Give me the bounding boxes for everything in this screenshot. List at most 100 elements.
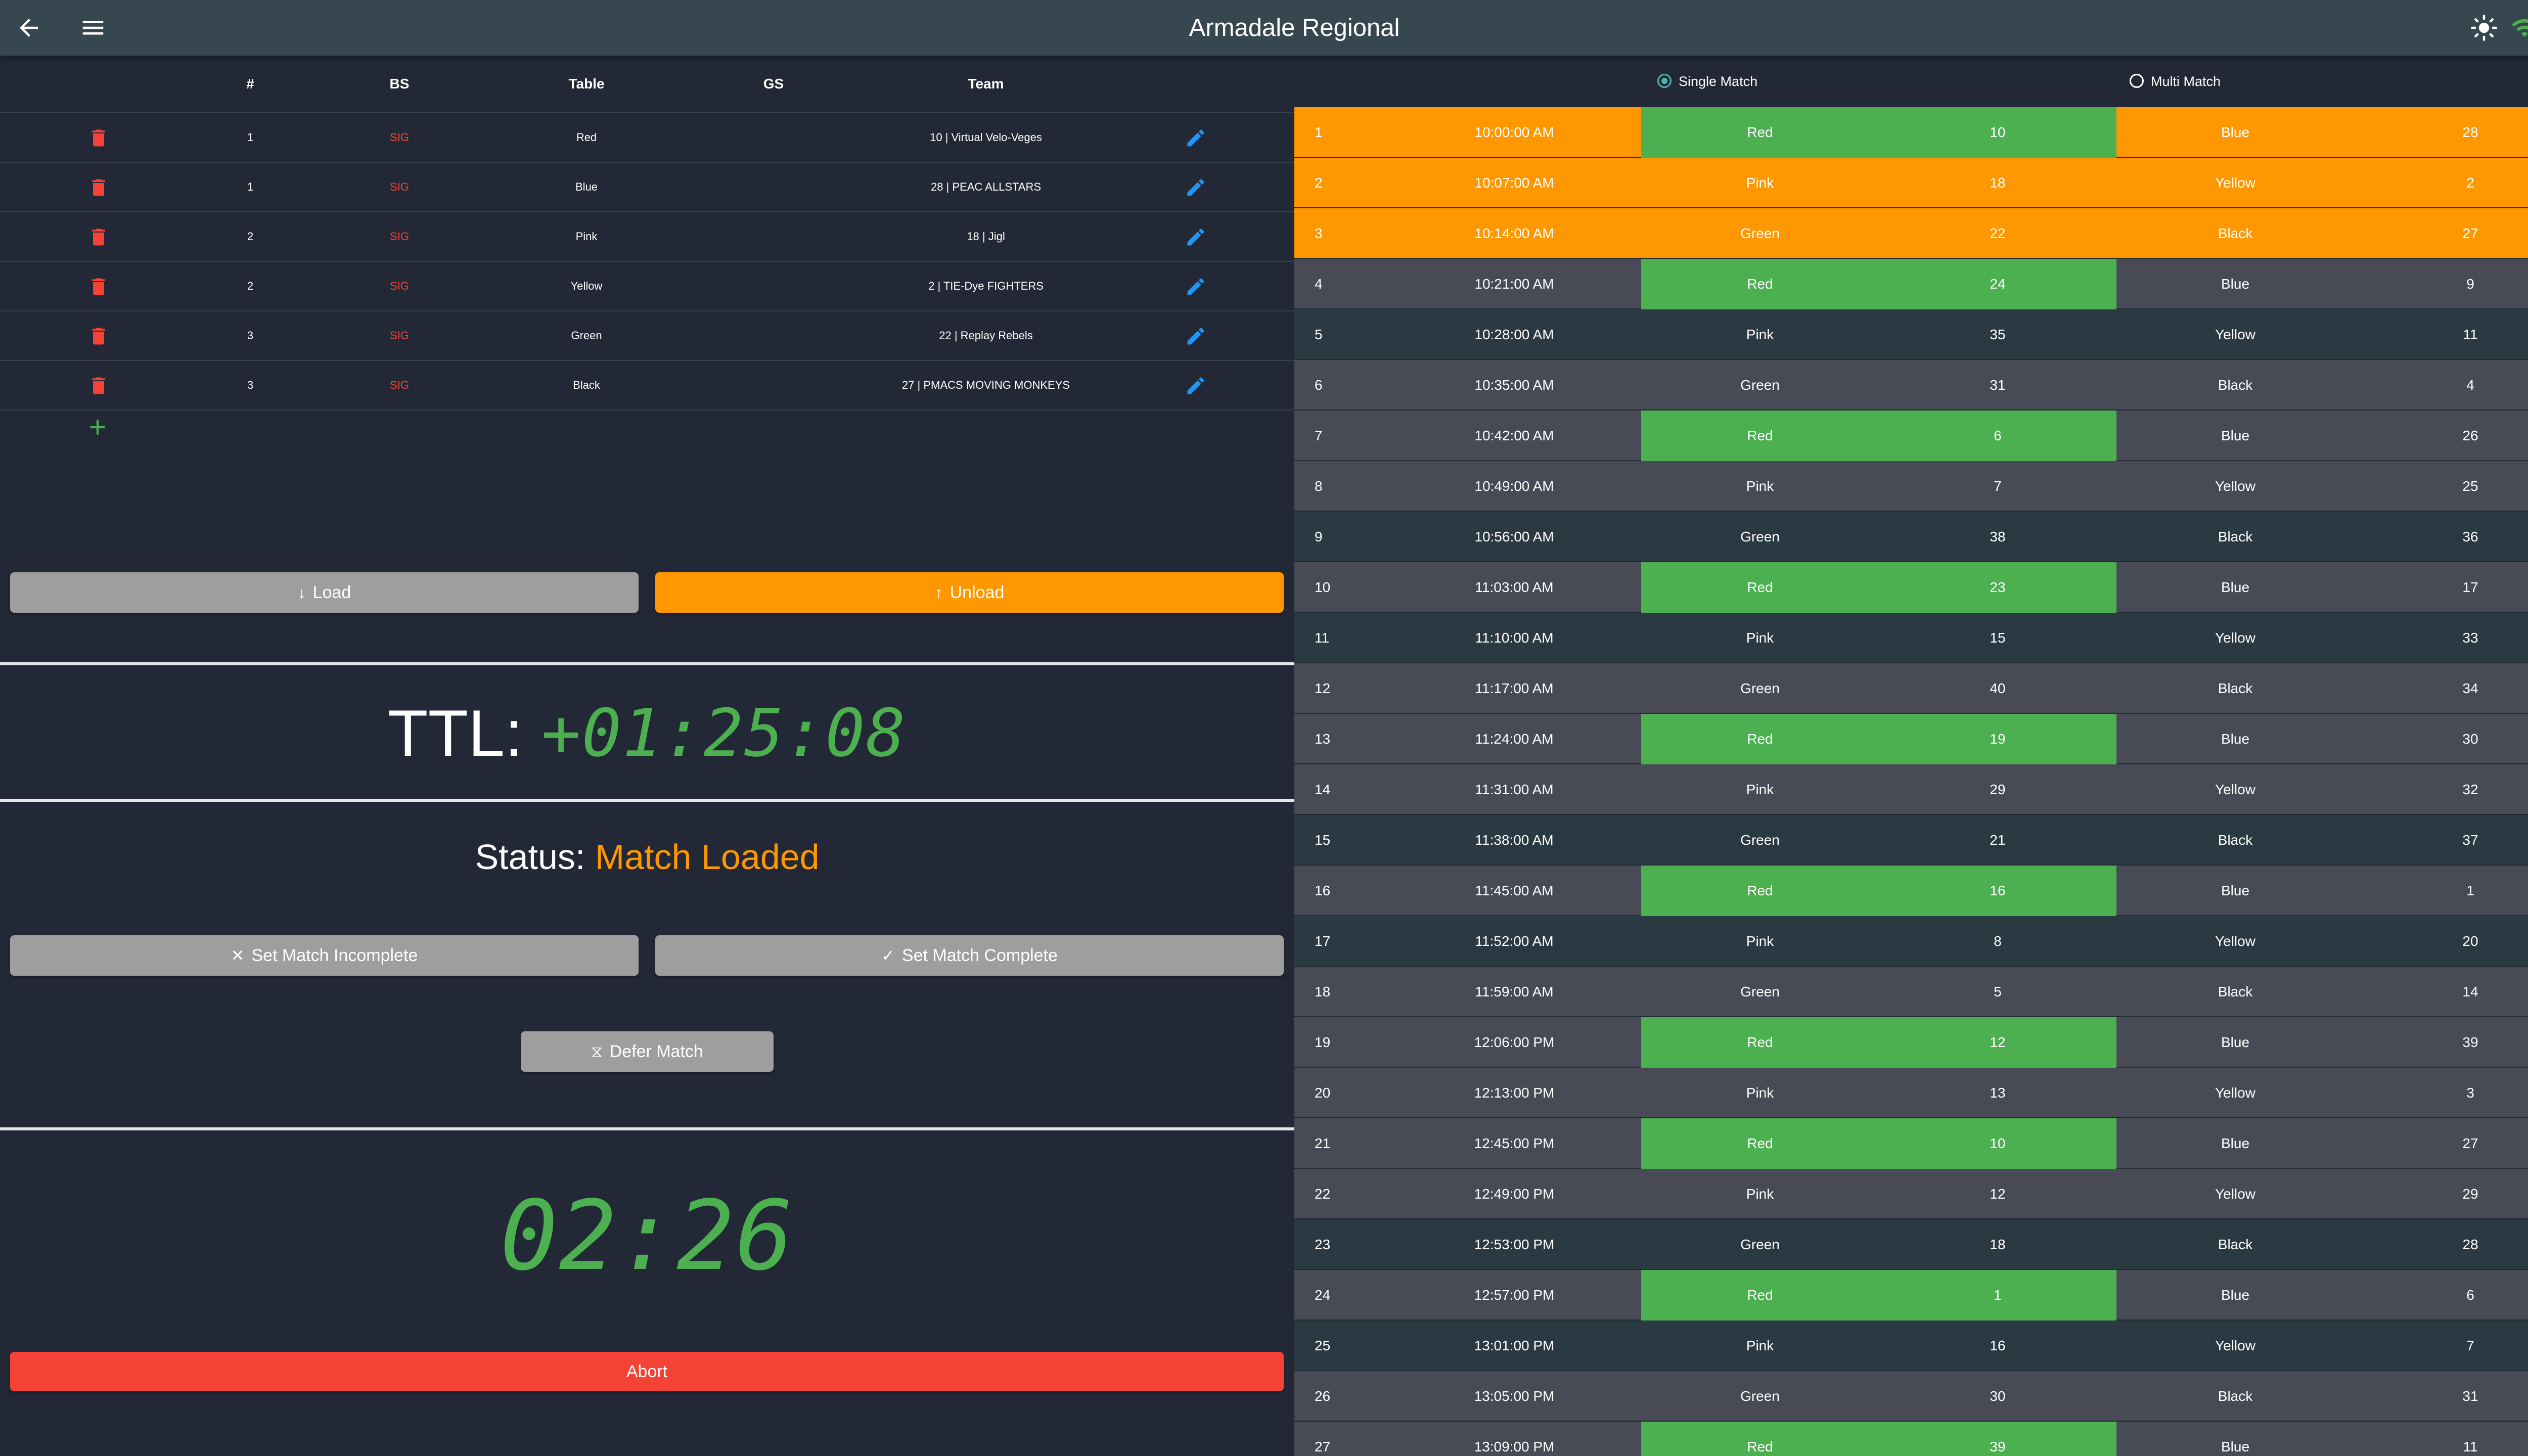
delete-icon[interactable] <box>87 375 110 397</box>
table-2-name: Blue <box>2221 883 2250 898</box>
app-title: Armadale Regional <box>1189 14 1400 41</box>
delete-icon[interactable] <box>87 127 110 149</box>
team-row-gs <box>728 163 819 211</box>
schedule-row[interactable]: 2 10:07:00 AM Pink 18 Yellow 2 <box>1294 158 2528 208</box>
match-mode-selector: Single Match Multi Match <box>1294 56 2528 107</box>
ttl-display: TTL: +01:25:08 <box>0 690 1294 776</box>
schedule-row[interactable]: 12 11:17:00 AM Green 40 Black 34 <box>1294 663 2528 714</box>
delete-icon[interactable] <box>87 276 110 298</box>
table-2-team: 37 <box>2462 832 2478 848</box>
team-row: 2 SIG Yellow 2 | TIE-Dye FIGHTERS <box>0 262 1294 311</box>
close-icon: ✕ <box>231 946 245 965</box>
match-number: 13 <box>1315 731 1331 747</box>
schedule-row[interactable]: 14 11:31:00 AM Pink 29 Yellow 32 <box>1294 764 2528 815</box>
schedule-row[interactable]: 27 13:09:00 PM Red 39 Blue 11 <box>1294 1422 2528 1456</box>
schedule-row[interactable]: 18 11:59:00 AM Green 5 Black 14 <box>1294 967 2528 1017</box>
arrow-back-icon[interactable] <box>15 14 42 41</box>
schedule-row[interactable]: 10 11:03:00 AM Red 23 Blue 17 <box>1294 562 2528 613</box>
edit-button[interactable] <box>1173 212 1218 261</box>
delete-button[interactable] <box>76 262 121 310</box>
schedule-row[interactable]: 13 11:24:00 AM Red 19 Blue 30 <box>1294 714 2528 764</box>
match-time: 12:49:00 PM <box>1474 1186 1555 1202</box>
delete-icon[interactable] <box>87 176 110 199</box>
edit-button[interactable] <box>1173 163 1218 211</box>
edit-icon[interactable] <box>1185 325 1207 347</box>
abort-button[interactable]: Abort <box>10 1352 1284 1391</box>
load-button[interactable]: ↓ Load <box>10 572 639 613</box>
schedule-row[interactable]: 4 10:21:00 AM Red 24 Blue 9 <box>1294 259 2528 309</box>
delete-button[interactable] <box>76 163 121 211</box>
schedule-row[interactable]: 20 12:13:00 PM Pink 13 Yellow 3 <box>1294 1068 2528 1118</box>
menu-icon[interactable] <box>79 14 107 41</box>
edit-icon[interactable] <box>1185 375 1207 397</box>
match-time: 11:59:00 AM <box>1475 984 1554 999</box>
team-row: 2 SIG Pink 18 | Jigl <box>0 212 1294 262</box>
match-number: 14 <box>1315 782 1331 797</box>
schedule-row[interactable]: 6 10:35:00 AM Green 31 Black 4 <box>1294 360 2528 411</box>
team-row-table: Black <box>573 379 600 391</box>
match-time: 12:06:00 PM <box>1474 1034 1555 1050</box>
defer-match-button[interactable]: ⧖ Defer Match <box>521 1031 774 1072</box>
edit-icon[interactable] <box>1185 176 1207 199</box>
table-1-team: 15 <box>1990 630 2006 646</box>
wifi-icon <box>2512 19 2528 37</box>
schedule-row[interactable]: 19 12:06:00 PM Red 12 Blue 39 <box>1294 1017 2528 1068</box>
schedule-row[interactable]: 25 13:01:00 PM Pink 16 Yellow 7 <box>1294 1321 2528 1371</box>
schedule-row[interactable]: 1 10:00:00 AM Red 10 Blue 28 <box>1294 107 2528 158</box>
schedule-row[interactable]: 26 13:05:00 PM Green 30 Black 31 <box>1294 1371 2528 1422</box>
schedule-row[interactable]: 3 10:14:00 AM Green 22 Black 27 <box>1294 208 2528 259</box>
edit-icon[interactable] <box>1185 127 1207 149</box>
team-row: 3 SIG Black 27 | PMACS MOVING MONKEYS <box>0 361 1294 411</box>
edit-icon[interactable] <box>1185 276 1207 298</box>
delete-button[interactable] <box>76 311 121 360</box>
table-2-team: 11 <box>2463 1439 2478 1454</box>
table-1-team: 16 <box>1990 1338 2006 1353</box>
team-row-table: Red <box>576 131 597 144</box>
edit-icon[interactable] <box>1185 226 1207 248</box>
table-1-team: 21 <box>1990 832 2006 848</box>
add-icon[interactable] <box>85 415 110 440</box>
edit-button[interactable] <box>1173 311 1218 360</box>
team-row: 1 SIG Blue 28 | PEAC ALLSTARS <box>0 163 1294 212</box>
schedule-row[interactable]: 17 11:52:00 AM Pink 8 Yellow 20 <box>1294 916 2528 967</box>
match-time: 10:42:00 AM <box>1474 428 1554 443</box>
schedule-row[interactable]: 15 11:38:00 AM Green 21 Black 37 <box>1294 815 2528 866</box>
table-2-team: 1 <box>2466 883 2474 898</box>
match-time: 13:05:00 PM <box>1474 1388 1555 1404</box>
edit-button[interactable] <box>1173 361 1218 410</box>
edit-button[interactable] <box>1173 113 1218 162</box>
schedule-row[interactable]: 24 12:57:00 PM Red 1 Blue 6 <box>1294 1270 2528 1321</box>
schedule-row[interactable]: 8 10:49:00 AM Pink 7 Yellow 25 <box>1294 461 2528 512</box>
multi-match-label: Multi Match <box>2151 74 2221 89</box>
set-match-incomplete-button[interactable]: ✕ Set Match Incomplete <box>10 935 639 976</box>
schedule-row[interactable]: 9 10:56:00 AM Green 38 Black 36 <box>1294 512 2528 562</box>
arrow-down-icon: ↓ <box>297 583 306 602</box>
match-number: 1 <box>1315 124 1323 140</box>
schedule-row[interactable]: 21 12:45:00 PM Red 10 Blue 27 <box>1294 1118 2528 1169</box>
schedule-row[interactable]: 22 12:49:00 PM Pink 12 Yellow 29 <box>1294 1169 2528 1219</box>
delete-button[interactable] <box>76 361 121 410</box>
table-1-team: 16 <box>1879 866 2116 916</box>
brightness-icon[interactable] <box>2470 14 2498 41</box>
match-number: 2 <box>1315 175 1323 191</box>
edit-button[interactable] <box>1173 262 1218 310</box>
delete-button[interactable] <box>76 212 121 261</box>
schedule-row[interactable]: 5 10:28:00 AM Pink 35 Yellow 11 <box>1294 309 2528 360</box>
match-time: 10:35:00 AM <box>1474 377 1554 393</box>
match-time: 10:14:00 AM <box>1474 225 1554 241</box>
schedule-row[interactable]: 16 11:45:00 AM Red 16 Blue 1 <box>1294 866 2528 916</box>
team-row-team: 10 | Virtual Velo-Veges <box>930 131 1042 144</box>
schedule-row[interactable]: 11 11:10:00 AM Pink 15 Yellow 33 <box>1294 613 2528 663</box>
delete-button[interactable] <box>76 113 121 162</box>
table-2-name: Black <box>2218 1388 2253 1404</box>
table-1-name: Green <box>1740 1237 1780 1252</box>
delete-icon[interactable] <box>87 226 110 248</box>
unload-button[interactable]: ↑ Unload <box>655 572 1284 613</box>
set-match-complete-button[interactable]: ✓ Set Match Complete <box>655 935 1284 976</box>
multi-match-radio[interactable]: Multi Match <box>2130 56 2221 107</box>
single-match-radio[interactable]: Single Match <box>1657 56 1757 107</box>
delete-icon[interactable] <box>87 325 110 347</box>
schedule-row[interactable]: 23 12:53:00 PM Green 18 Black 28 <box>1294 1219 2528 1270</box>
schedule-row[interactable]: 7 10:42:00 AM Red 6 Blue 26 <box>1294 411 2528 461</box>
table-2-team: 27 <box>2462 1135 2478 1151</box>
